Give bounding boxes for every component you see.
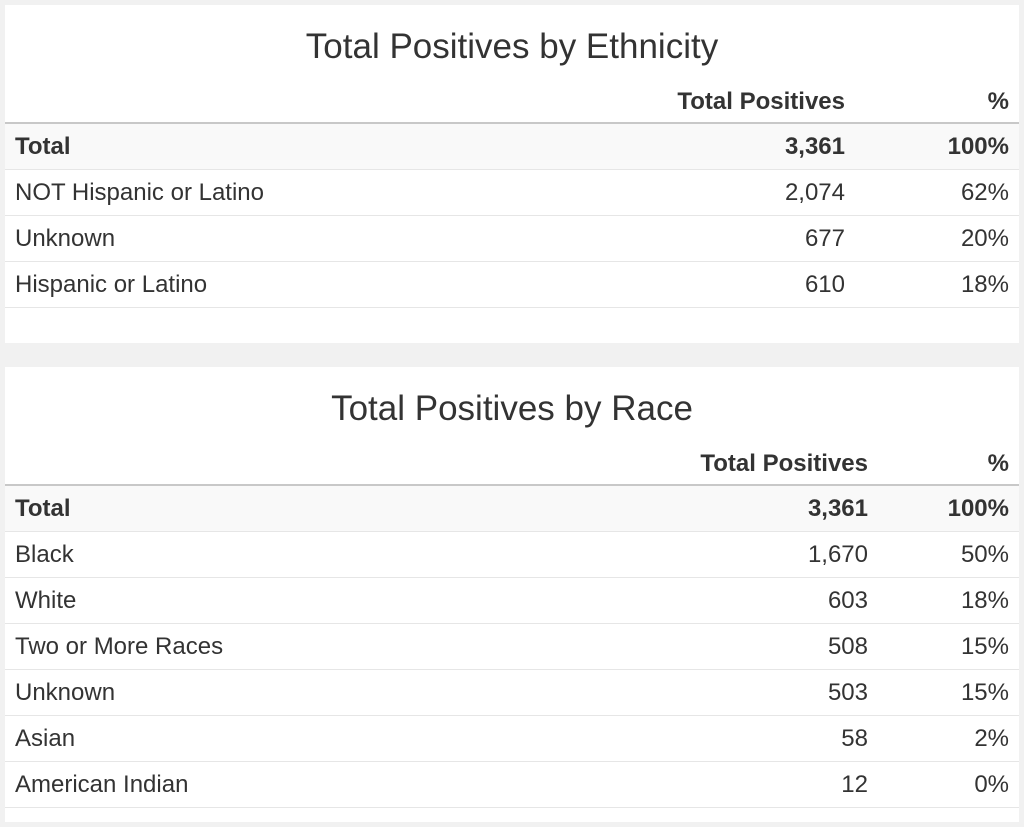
row-count: 603 (645, 577, 878, 624)
row-count: 2,074 (645, 169, 855, 216)
table-row: Hispanic or Latino 610 18% (5, 261, 1019, 308)
row-percent: 0% (878, 761, 1019, 808)
ethnicity-table: Total Positives % Total 3,361 100% NOT H… (5, 82, 1019, 308)
table-row: Asian 58 2% (5, 715, 1019, 762)
table-row: Unknown 677 20% (5, 215, 1019, 262)
row-label: Unknown (5, 215, 645, 262)
table-row: Unknown 503 15% (5, 669, 1019, 716)
row-percent: 50% (878, 531, 1019, 578)
table-header-row: Total Positives % (5, 82, 1019, 124)
row-label: American Indian (5, 761, 645, 808)
header-total-positives: Total Positives (645, 444, 878, 486)
row-label: Total (5, 123, 645, 170)
row-percent: 18% (855, 261, 1019, 308)
row-count: 1,670 (645, 531, 878, 578)
table-header-row: Total Positives % (5, 444, 1019, 486)
row-count: 610 (645, 261, 855, 308)
row-label: Unknown (5, 669, 645, 716)
row-label: Hispanic or Latino (5, 261, 645, 308)
total-row: Total 3,361 100% (5, 485, 1019, 532)
ethnicity-title: Total Positives by Ethnicity (305, 27, 719, 66)
row-label: Total (5, 485, 645, 532)
row-percent: 100% (878, 485, 1019, 532)
table-row: Black 1,670 50% (5, 531, 1019, 578)
header-label (5, 82, 645, 124)
table-row: White 603 18% (5, 577, 1019, 624)
row-count: 508 (645, 623, 878, 670)
row-percent: 15% (878, 669, 1019, 716)
row-label: Asian (5, 715, 645, 762)
header-percent: % (855, 82, 1019, 124)
row-count: 12 (645, 761, 878, 808)
row-label: White (5, 577, 645, 624)
table-row: American Indian 12 0% (5, 761, 1019, 808)
row-count: 3,361 (645, 485, 878, 532)
row-percent: 18% (878, 577, 1019, 624)
race-card: Total Positives by Race Total Positives … (5, 367, 1019, 822)
header-label (5, 444, 645, 486)
row-count: 3,361 (645, 123, 855, 170)
row-label: NOT Hispanic or Latino (5, 169, 645, 216)
total-row: Total 3,361 100% (5, 123, 1019, 170)
row-count: 58 (645, 715, 878, 762)
row-percent: 62% (855, 169, 1019, 216)
row-label: Two or More Races (5, 623, 645, 670)
race-table: Total Positives % Total 3,361 100% Black… (5, 444, 1019, 808)
table-row: Two or More Races 508 15% (5, 623, 1019, 670)
header-percent: % (878, 444, 1019, 486)
row-percent: 20% (855, 215, 1019, 262)
ethnicity-card: Total Positives by Ethnicity Total Posit… (5, 5, 1019, 343)
header-total-positives: Total Positives (645, 82, 855, 124)
row-percent: 15% (878, 623, 1019, 670)
row-label: Black (5, 531, 645, 578)
row-count: 677 (645, 215, 855, 262)
table-row: NOT Hispanic or Latino 2,074 62% (5, 169, 1019, 216)
row-count: 503 (645, 669, 878, 716)
race-title: Total Positives by Race (331, 389, 693, 428)
row-percent: 2% (878, 715, 1019, 762)
row-percent: 100% (855, 123, 1019, 170)
